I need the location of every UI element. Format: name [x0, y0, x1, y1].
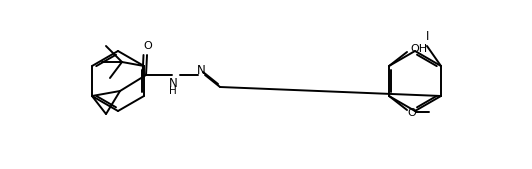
Text: H: H	[169, 86, 177, 96]
Text: I: I	[426, 30, 430, 43]
Text: O: O	[144, 41, 152, 51]
Text: O: O	[408, 108, 417, 118]
Text: N: N	[169, 77, 177, 90]
Text: OH: OH	[411, 44, 428, 54]
Text: N: N	[197, 64, 205, 77]
